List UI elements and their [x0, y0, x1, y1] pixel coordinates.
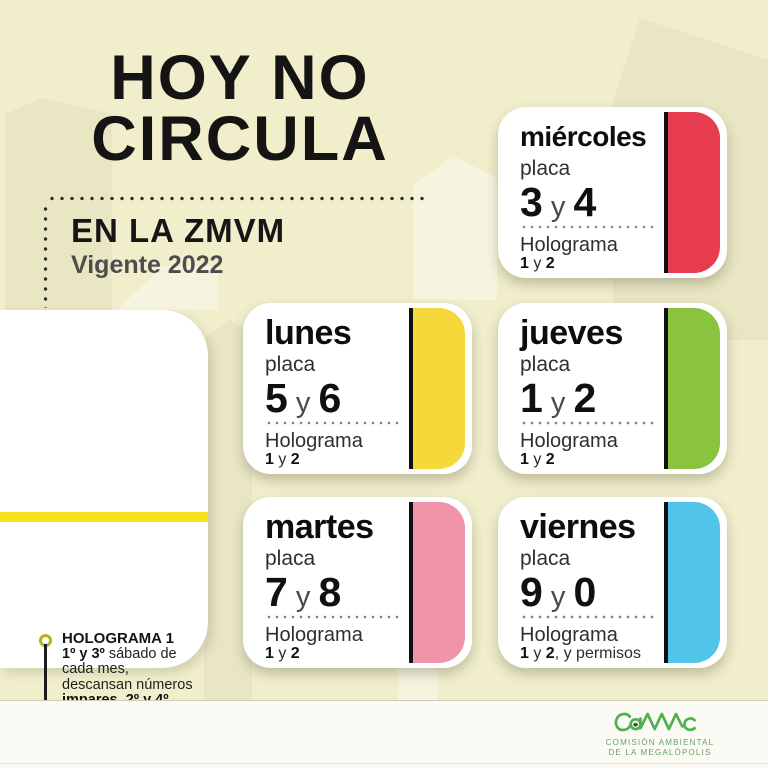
holograma-numbers: 1 y 2: [520, 451, 555, 468]
dotted-separator: [265, 421, 399, 425]
day-label: martes: [265, 508, 374, 546]
holograma-label: Holograma: [520, 234, 618, 256]
placa-label: placa: [265, 353, 316, 376]
holograma1-heading: HOLOGRAMA 1: [62, 630, 174, 647]
dotted-separator: [265, 615, 399, 619]
title-line-2: CIRCULA: [91, 104, 389, 174]
came-logo-mark: [614, 712, 696, 732]
card-lunes: lunes placa 5 y 6 Holograma 1 y 2: [243, 303, 472, 474]
plate-numbers: 3 y 4: [520, 179, 597, 225]
day-label: miércoles: [520, 121, 647, 152]
divider-line: [409, 308, 413, 469]
logo-caption-line-1: COMISIÓN AMBIENTAL: [605, 738, 715, 747]
footer-inner-line: [0, 763, 768, 764]
day-label: viernes: [520, 508, 636, 546]
plate-numbers: 9 y 0: [520, 569, 597, 615]
divider-line: [664, 112, 668, 273]
day-color-swatch: [668, 308, 720, 469]
day-color-swatch: [668, 502, 720, 663]
card-miercoles: miércoles placa 3 y 4 Holograma 1 y 2: [498, 107, 727, 278]
holograma-numbers: 1 y 2: [265, 645, 300, 662]
placa-label: placa: [520, 547, 571, 570]
divider-line: [664, 308, 668, 469]
yellow-divider-bar: [0, 512, 208, 522]
holograma-info-panel: HOLOGRAMA 1 1º y 3º sábado de cada mes, …: [0, 310, 208, 768]
day-color-swatch: [668, 112, 720, 273]
title-line-1: HOY NO: [110, 43, 370, 113]
placa-label: placa: [520, 157, 571, 180]
divider-line: [664, 502, 668, 663]
footer-strip: COMISIÓN AMBIENTAL DE LA MEGALÓPOLIS: [0, 700, 768, 768]
plate-numbers: 1 y 2: [520, 375, 597, 421]
plate-numbers: 5 y 6: [265, 375, 342, 421]
region-subtitle: EN LA ZMVM: [71, 212, 286, 249]
dotted-separator: [520, 225, 654, 229]
divider-line: [409, 502, 413, 663]
page-title: HOY NO CIRCULA: [40, 43, 440, 174]
holograma-label: Holograma: [265, 430, 363, 452]
day-color-swatch: [413, 502, 465, 663]
came-logo: COMISIÓN AMBIENTAL DE LA MEGALÓPOLIS: [580, 706, 740, 757]
card-martes: martes placa 7 y 8 Holograma 1 y 2: [243, 497, 472, 668]
day-label: jueves: [520, 314, 623, 352]
holograma-numbers: 1 y 2, y permisos: [520, 645, 641, 662]
dotted-separator: [520, 421, 654, 425]
validity-label: Vigente 2022: [71, 251, 224, 279]
placa-label: placa: [265, 547, 316, 570]
placa-label: placa: [520, 353, 571, 376]
day-color-swatch: [413, 308, 465, 469]
holograma-label: Holograma: [520, 430, 618, 452]
holograma-numbers: 1 y 2: [520, 255, 555, 272]
day-label: lunes: [265, 314, 352, 352]
holograma-label: Holograma: [265, 624, 363, 646]
card-viernes: viernes placa 9 y 0 Holograma 1 y 2, y p…: [498, 497, 727, 668]
holograma-label: Holograma: [520, 624, 618, 646]
dotted-separator: [520, 615, 654, 619]
dotted-divider-horizontal: [47, 196, 430, 201]
dotted-divider-vertical: [43, 204, 48, 308]
plate-numbers: 7 y 8: [265, 569, 342, 615]
card-jueves: jueves placa 1 y 2 Holograma 1 y 2: [498, 303, 727, 474]
logo-caption-line-2: DE LA MEGALÓPOLIS: [608, 747, 712, 757]
holograma-numbers: 1 y 2: [265, 451, 300, 468]
